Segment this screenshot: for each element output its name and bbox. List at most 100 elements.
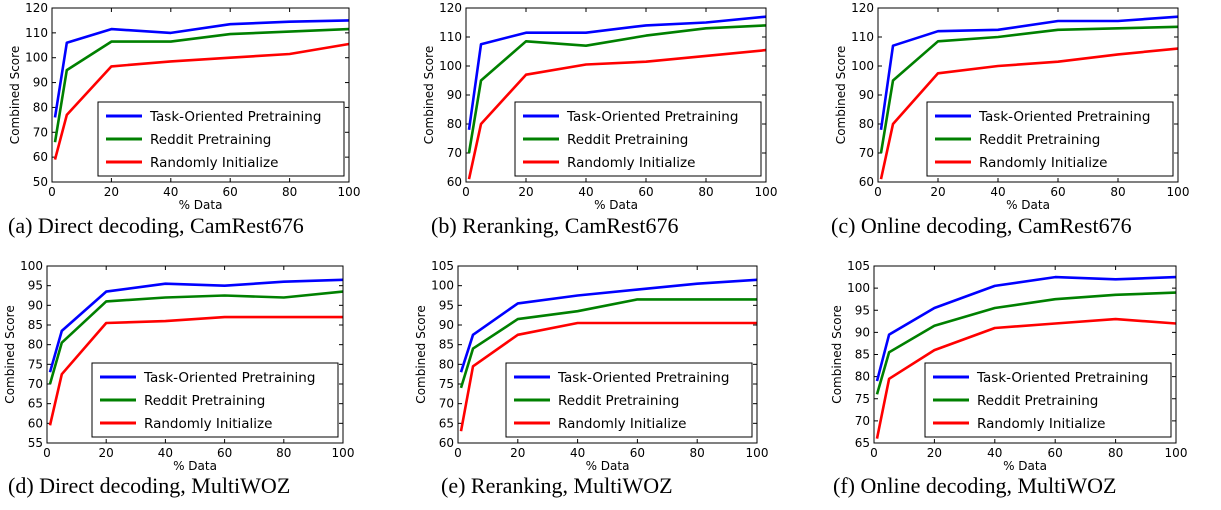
chart-panel-1: 50 60 70 80 90 100 110 120 0 20 40 60 80 100 % Data Com… <box>0 0 380 250</box>
chart-panel-4: 55 60 65 70 75 80 85 90 95 100 0 20 40 60 80 100 % Data C… <box>0 259 380 510</box>
plot-frame <box>873 265 1177 444</box>
series-line-randomly-initialize <box>875 317 1177 439</box>
x-tick-label: 0 <box>870 446 878 460</box>
y-tick-label: 95 <box>855 303 870 317</box>
y-tick-label: 120 <box>851 1 874 15</box>
y-tick-label: 60 <box>859 175 874 189</box>
x-axis-label: % Data <box>179 198 223 212</box>
x-tick-label: 0 <box>874 185 882 199</box>
legend-label-task-oriented-pretraining: Task-Oriented Pretraining <box>149 109 321 125</box>
x-tick-label: 100 <box>755 185 778 199</box>
y-tick-label: 85 <box>855 348 870 362</box>
series-line-randomly-initialize <box>467 48 767 180</box>
x-tick-label: 60 <box>638 185 653 199</box>
legend-label-reddit-pretraining: Reddit Pretraining <box>567 132 688 148</box>
x-tick-label: 40 <box>163 185 178 199</box>
series-line-reddit-pretraining <box>53 27 350 143</box>
legend-label-task-oriented-pretraining: Task-Oriented Pretraining <box>143 370 315 386</box>
legend-label-reddit-pretraining: Reddit Pretraining <box>979 132 1100 148</box>
chart-panel-3: 60 70 80 90 100 110 120 0 20 40 60 80 100 % Data Combi… <box>823 0 1203 250</box>
x-tick-label: 80 <box>698 185 713 199</box>
x-tick-label: 40 <box>158 446 173 460</box>
series-line-task-oriented-pretraining <box>53 19 350 118</box>
legend-label-randomly-initialize: Randomly Initialize <box>150 155 278 171</box>
y-tick-label: 100 <box>851 59 874 73</box>
legend-box <box>505 362 753 438</box>
y-tick-label: 60 <box>439 436 454 450</box>
series-line-randomly-initialize <box>53 42 350 160</box>
y-tick-label: 105 <box>431 259 454 273</box>
legend-label-task-oriented-pretraining: Task-Oriented Pretraining <box>557 370 729 386</box>
y-tick-label: 70 <box>855 414 870 428</box>
y-axis-label: Combined Score <box>830 305 844 403</box>
panel-caption: (b) Reranking, CamRest676 <box>431 213 679 238</box>
series-line-randomly-initialize <box>48 315 343 426</box>
y-axis-label: Combined Score <box>8 46 22 144</box>
y-axis-label: Combined Score <box>3 305 17 403</box>
y-tick-label: 65 <box>28 397 43 411</box>
series-line-task-oriented-pretraining <box>879 15 1179 130</box>
x-tick-label: 60 <box>1048 446 1063 460</box>
legend-label-reddit-pretraining: Reddit Pretraining <box>150 132 271 148</box>
series-line-task-oriented-pretraining <box>459 278 758 373</box>
y-tick-label: 110 <box>439 30 462 44</box>
legend: Task-Oriented Pretraining Reddit Pretrain… <box>924 362 1172 438</box>
x-tick-label: 60 <box>223 185 238 199</box>
y-tick-label: 65 <box>439 416 454 430</box>
y-tick-label: 85 <box>439 338 454 352</box>
x-tick-label: 40 <box>987 446 1002 460</box>
chart-svg: 60 70 80 90 100 110 120 0 20 40 60 80 100 % Data Combi… <box>834 1 1189 212</box>
y-tick-label: 75 <box>855 392 870 406</box>
y-tick-label: 80 <box>28 338 43 352</box>
chart-panel-2: 60 70 80 90 100 110 120 0 20 40 60 80 100 % Data Combi… <box>411 0 791 250</box>
y-tick-label: 75 <box>28 357 43 371</box>
series-line-reddit-pretraining <box>467 24 767 154</box>
legend-label-randomly-initialize: Randomly Initialize <box>144 416 272 432</box>
y-tick-label: 100 <box>20 259 43 273</box>
x-tick-label: 100 <box>746 446 769 460</box>
y-tick-label: 100 <box>439 59 462 73</box>
y-tick-label: 80 <box>447 117 462 131</box>
x-tick-label: 20 <box>930 185 945 199</box>
legend-label-randomly-initialize: Randomly Initialize <box>558 416 686 432</box>
plot-frame <box>877 7 1179 183</box>
chart-svg: 60 65 70 75 80 85 90 95 100 105 0 20 40 60 80 100 % Data… <box>414 259 769 473</box>
series-line-reddit-pretraining <box>48 290 344 385</box>
y-tick-label: 90 <box>33 76 48 90</box>
y-tick-label: 70 <box>28 377 43 391</box>
x-tick-label: 40 <box>570 446 585 460</box>
y-tick-label: 120 <box>25 1 48 15</box>
y-tick-label: 75 <box>439 377 454 391</box>
y-tick-label: 70 <box>439 397 454 411</box>
y-tick-label: 100 <box>847 281 870 295</box>
plot-frame <box>465 7 767 183</box>
y-tick-label: 60 <box>33 150 48 164</box>
chart-panel-5: 60 65 70 75 80 85 90 95 100 105 0 20 40 60 80 100 % Data… <box>411 259 791 510</box>
series-line-randomly-initialize <box>879 47 1179 180</box>
series-line-randomly-initialize <box>459 321 757 432</box>
y-axis-label: Combined Score <box>422 46 436 144</box>
y-tick-label: 90 <box>859 88 874 102</box>
legend-label-randomly-initialize: Randomly Initialize <box>567 155 695 171</box>
x-axis-label: % Data <box>1003 459 1047 473</box>
chart-svg: 55 60 65 70 75 80 85 90 95 100 0 20 40 60 80 100 % Data C… <box>3 259 354 473</box>
y-tick-label: 55 <box>28 436 43 450</box>
series-line-task-oriented-pretraining <box>875 275 1177 382</box>
y-tick-label: 65 <box>855 436 870 450</box>
y-tick-label: 80 <box>859 117 874 131</box>
x-tick-label: 80 <box>276 446 291 460</box>
y-tick-label: 80 <box>33 100 48 114</box>
x-tick-label: 80 <box>282 185 297 199</box>
legend-label-randomly-initialize: Randomly Initialize <box>979 155 1107 171</box>
x-tick-label: 0 <box>48 185 56 199</box>
y-tick-label: 90 <box>439 318 454 332</box>
y-tick-label: 95 <box>28 279 43 293</box>
y-tick-label: 70 <box>447 146 462 160</box>
panel-caption: (a) Direct decoding, CamRest676 <box>8 213 304 238</box>
y-tick-label: 90 <box>447 88 462 102</box>
chart-svg: 50 60 70 80 90 100 110 120 0 20 40 60 80 100 % Data Com… <box>8 1 360 212</box>
x-tick-label: 40 <box>990 185 1005 199</box>
x-tick-label: 20 <box>104 185 119 199</box>
panel-caption: (e) Reranking, MultiWOZ <box>441 473 673 498</box>
